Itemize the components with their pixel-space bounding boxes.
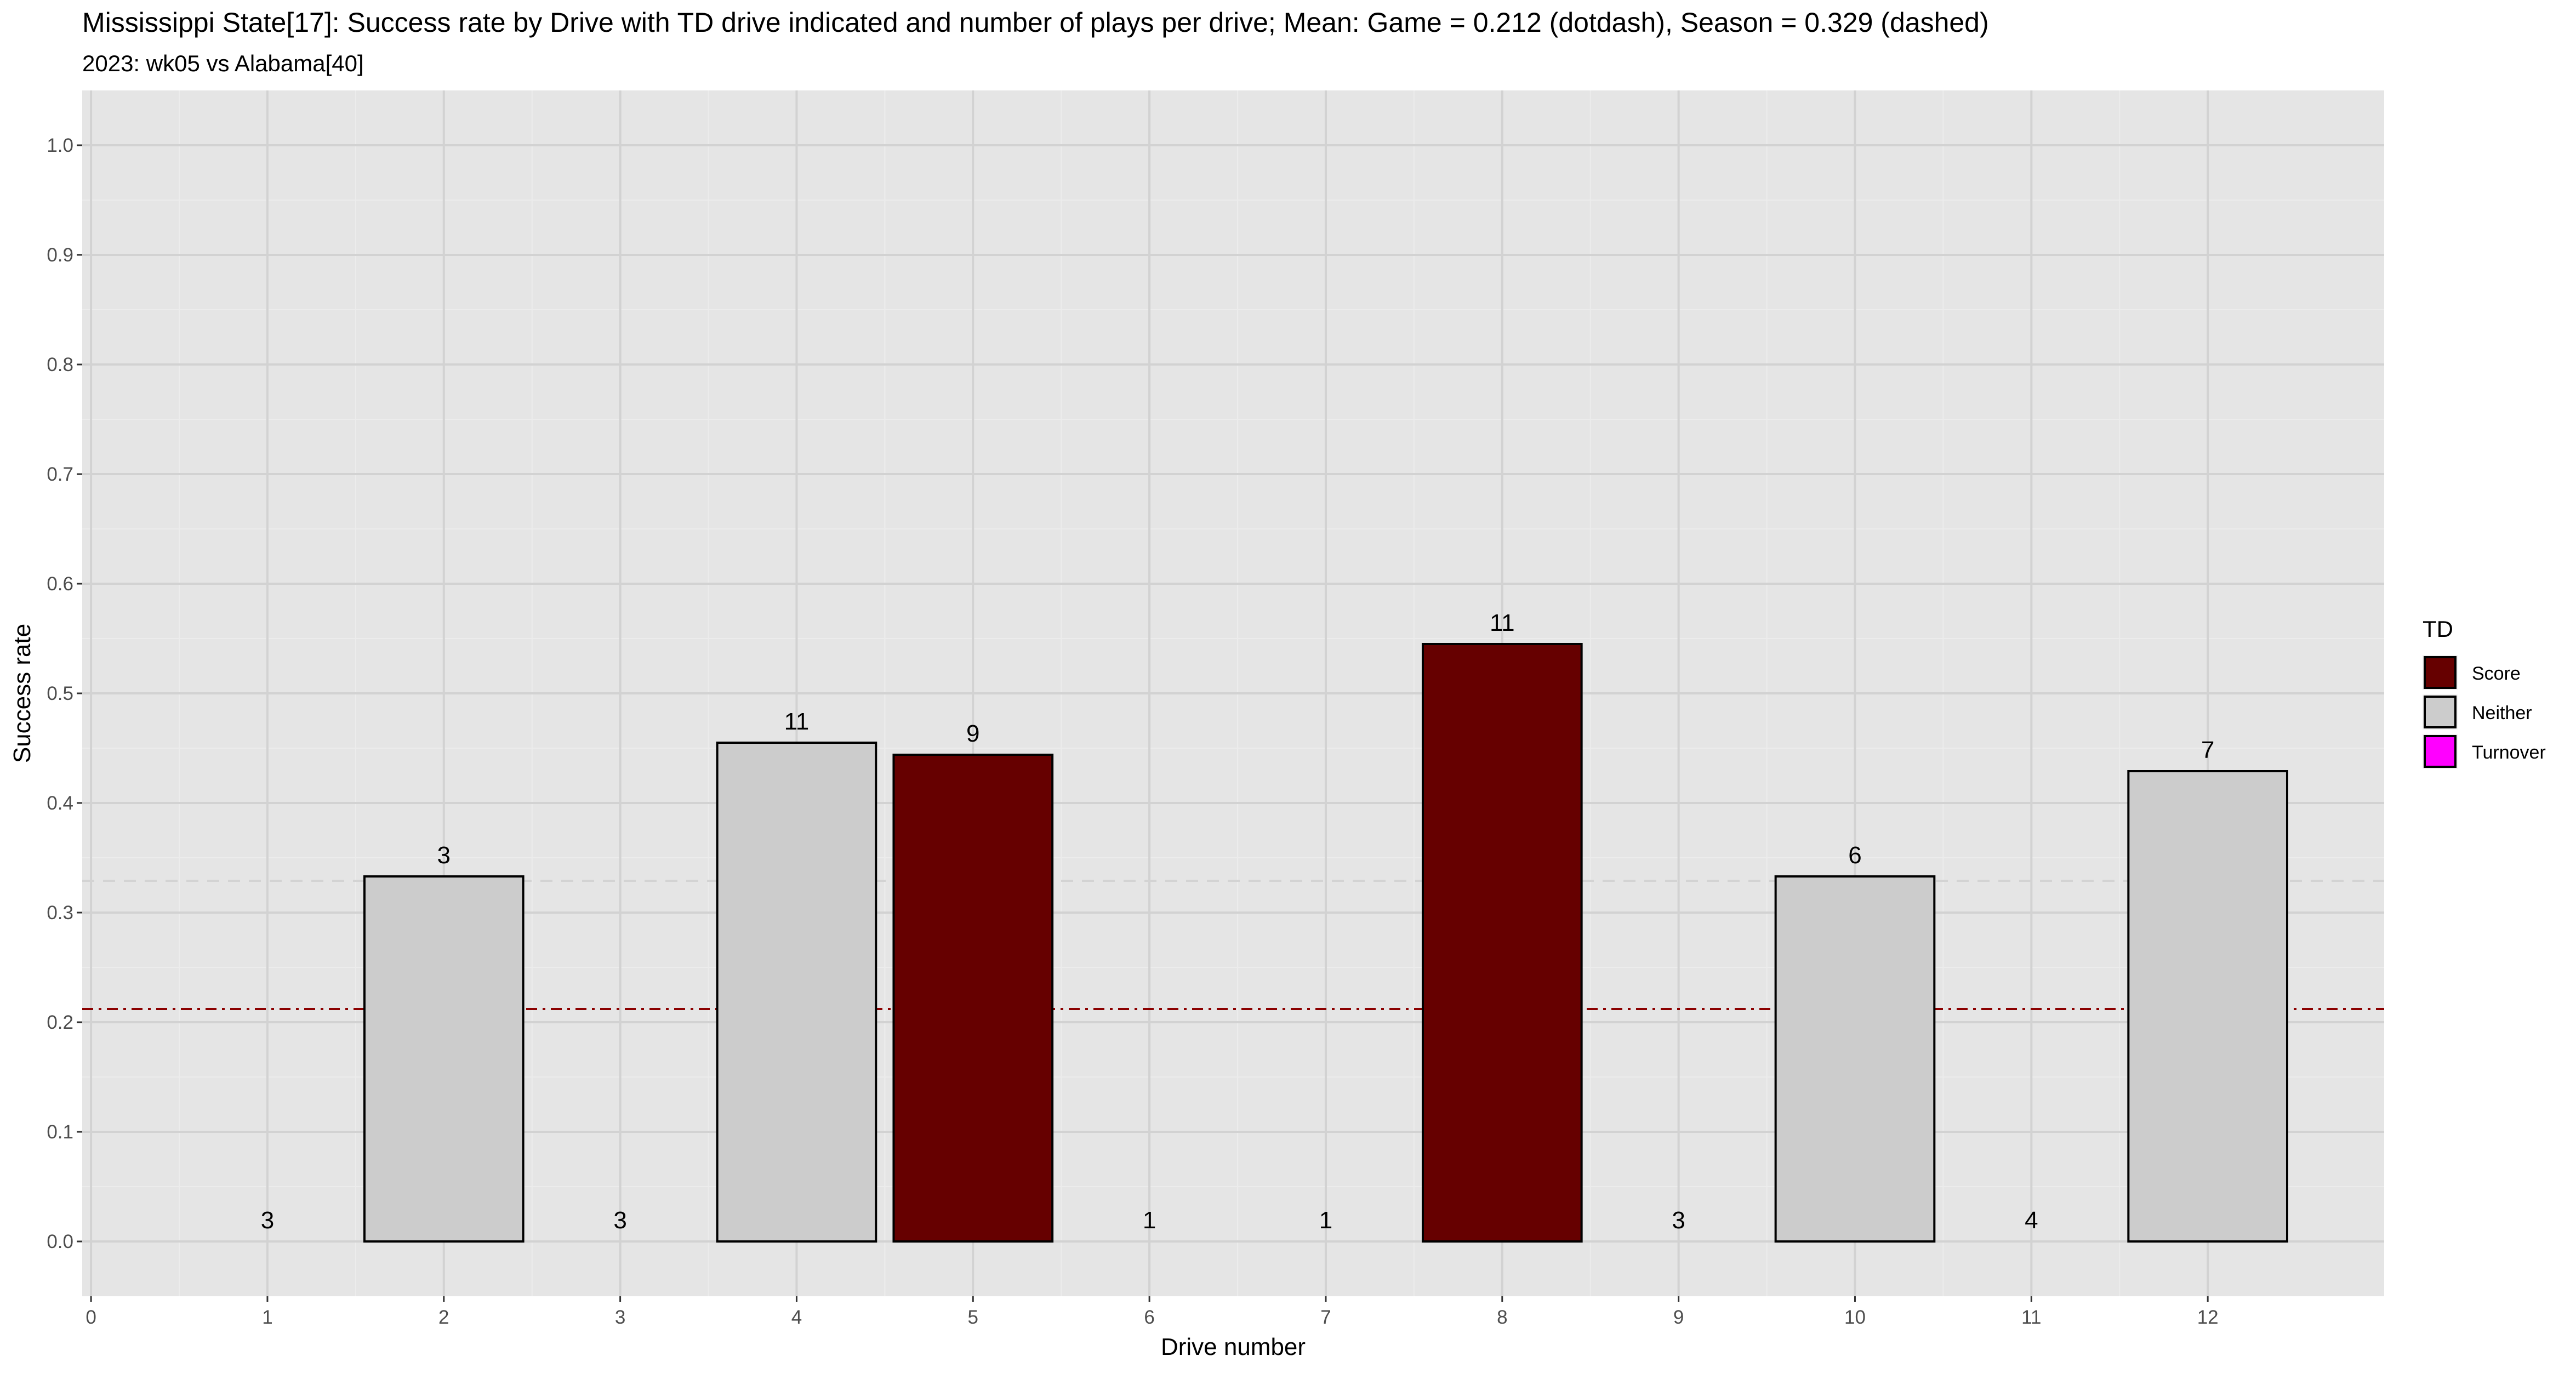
- legend-swatch: [2424, 696, 2457, 728]
- y-tick-label: 1.0: [47, 135, 73, 156]
- x-tick-label: 8: [1497, 1307, 1507, 1328]
- x-tick-label: 7: [1320, 1307, 1331, 1328]
- y-axis-title: Success rate: [9, 624, 36, 763]
- bar: [1421, 643, 1583, 1243]
- y-tick-label: 0.9: [47, 244, 73, 266]
- y-tick-label: 0.1: [47, 1121, 73, 1143]
- bar-play-label: 3: [1672, 1207, 1685, 1234]
- bar-play-label: 1: [1143, 1207, 1156, 1234]
- legend-label: Neither: [2472, 703, 2532, 723]
- bar: [2127, 770, 2288, 1243]
- bar-play-label: 3: [437, 842, 451, 869]
- bar-play-label: 1: [1319, 1207, 1332, 1234]
- x-tick-label: 6: [1144, 1307, 1154, 1328]
- bar-play-label: 3: [613, 1207, 626, 1234]
- bar-play-label: 3: [261, 1207, 274, 1234]
- bar-play-label: 11: [1490, 609, 1515, 636]
- x-axis-title: Drive number: [1161, 1334, 1306, 1360]
- x-tick-label: 9: [1673, 1307, 1684, 1328]
- y-tick-label: 0.8: [47, 354, 73, 375]
- y-tick-label: 0.7: [47, 464, 73, 485]
- bar: [363, 875, 525, 1243]
- x-tick-label: 4: [791, 1307, 802, 1328]
- bar: [892, 754, 1054, 1243]
- legend-label: Score: [2472, 663, 2521, 684]
- x-tick-label: 1: [262, 1307, 272, 1328]
- bar-play-label: 9: [966, 720, 979, 747]
- x-tick-label: 12: [2197, 1307, 2219, 1328]
- y-tick-label: 0.0: [47, 1231, 73, 1252]
- bars: [363, 643, 2288, 1243]
- legend-swatch: [2424, 656, 2457, 689]
- y-tick-label: 0.4: [47, 793, 73, 814]
- legend-label: Turnover: [2472, 742, 2546, 763]
- x-tick-label: 5: [968, 1307, 978, 1328]
- bar-play-label: 4: [2025, 1207, 2038, 1234]
- legend-title: TD: [2423, 616, 2453, 642]
- y-tick-label: 0.5: [47, 683, 73, 704]
- y-tick-label: 0.3: [47, 902, 73, 924]
- chart-subtitle: 2023: wk05 vs Alabama[40]: [82, 50, 364, 76]
- x-tick-label: 3: [615, 1307, 625, 1328]
- bar: [716, 742, 877, 1243]
- y-tick-label: 0.6: [47, 573, 73, 595]
- chart-title: Mississippi State[17]: Success rate by D…: [82, 7, 1989, 38]
- legend: TD Score Neither Turnover: [2423, 616, 2546, 769]
- axes: 0.00.10.20.30.40.50.60.70.80.91.00 1 2 3 4 5 6…: [47, 135, 2218, 1328]
- bar: [1774, 875, 1936, 1243]
- bar-play-label: 7: [2201, 737, 2214, 764]
- x-tick-label: 2: [438, 1307, 449, 1328]
- bar-play-label: 11: [784, 708, 810, 735]
- bar-play-label: 6: [1848, 842, 1861, 869]
- x-tick-label: 11: [2021, 1307, 2041, 1328]
- x-tick-label: 0: [86, 1307, 96, 1328]
- y-tick-label: 0.2: [47, 1012, 73, 1033]
- x-tick-label: 10: [1844, 1307, 1866, 1328]
- legend-swatch: [2424, 735, 2457, 768]
